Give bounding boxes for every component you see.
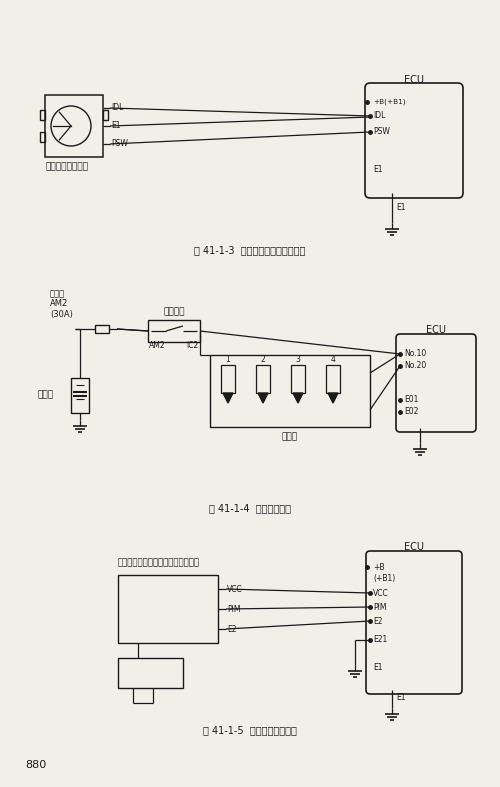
Text: 3: 3 <box>296 356 300 364</box>
Bar <box>40 110 45 120</box>
Bar <box>71 378 89 413</box>
Text: 1: 1 <box>226 356 230 364</box>
Bar <box>103 110 108 120</box>
Text: 喷油器: 喷油器 <box>282 433 298 442</box>
Text: IDL: IDL <box>111 104 124 113</box>
Text: ECU: ECU <box>404 542 424 552</box>
Text: 4: 4 <box>330 356 336 364</box>
Text: 蓄电池: 蓄电池 <box>38 390 54 400</box>
Polygon shape <box>293 393 303 403</box>
Polygon shape <box>258 393 268 403</box>
Text: 节气门位置传感器: 节气门位置传感器 <box>45 162 88 172</box>
Bar <box>291 365 305 393</box>
Bar <box>221 365 235 393</box>
Polygon shape <box>328 393 338 403</box>
Text: No.20: No.20 <box>404 361 426 371</box>
Bar <box>95 325 109 333</box>
Bar <box>326 365 340 393</box>
Text: 图 41-1-4  喷油器电路图: 图 41-1-4 喷油器电路图 <box>209 503 291 513</box>
Text: E1: E1 <box>396 693 406 703</box>
Text: E01: E01 <box>404 396 418 405</box>
Text: 880: 880 <box>25 760 46 770</box>
Text: IC2: IC2 <box>186 342 198 350</box>
Bar <box>118 575 218 643</box>
Text: E1: E1 <box>373 663 382 671</box>
Text: VCC: VCC <box>373 589 389 597</box>
Bar <box>256 365 270 393</box>
Polygon shape <box>223 393 233 403</box>
Text: 图 41-1-5  真空传感器电路图: 图 41-1-5 真空传感器电路图 <box>203 725 297 735</box>
Text: E1: E1 <box>111 121 120 131</box>
Text: No.10: No.10 <box>404 349 426 359</box>
Text: E02: E02 <box>404 408 418 416</box>
Text: VCC: VCC <box>227 585 243 593</box>
Text: ECU: ECU <box>426 325 446 335</box>
Text: E2: E2 <box>373 616 382 626</box>
Text: PIM: PIM <box>227 604 240 614</box>
Bar <box>118 658 183 688</box>
Text: 保险丝
AM2
(30A): 保险丝 AM2 (30A) <box>50 289 73 319</box>
Text: 图 41-1-3  节气门位置传感器电路图: 图 41-1-3 节气门位置传感器电路图 <box>194 245 306 255</box>
Text: AM2: AM2 <box>149 342 166 350</box>
Bar <box>45 95 103 157</box>
Text: 点火开关: 点火开关 <box>163 308 185 316</box>
Text: +B(+B1): +B(+B1) <box>373 98 406 105</box>
Bar <box>40 132 45 142</box>
Text: E1: E1 <box>373 165 382 175</box>
Text: ECU: ECU <box>404 75 424 85</box>
Text: IDL: IDL <box>373 112 386 120</box>
Text: E1: E1 <box>396 202 406 212</box>
Text: PSW: PSW <box>111 139 128 149</box>
Text: PIM: PIM <box>373 603 386 611</box>
Bar <box>210 355 370 427</box>
Text: (+B1): (+B1) <box>373 575 395 583</box>
Text: PSW: PSW <box>373 127 390 136</box>
Text: +B: +B <box>373 563 384 571</box>
Text: E21: E21 <box>373 635 387 645</box>
Text: 2: 2 <box>260 356 266 364</box>
Text: E2: E2 <box>227 625 236 634</box>
Text: 真空传感器（歧管绝对压力传感器）: 真空传感器（歧管绝对压力传感器） <box>118 559 200 567</box>
Bar <box>148 320 200 342</box>
